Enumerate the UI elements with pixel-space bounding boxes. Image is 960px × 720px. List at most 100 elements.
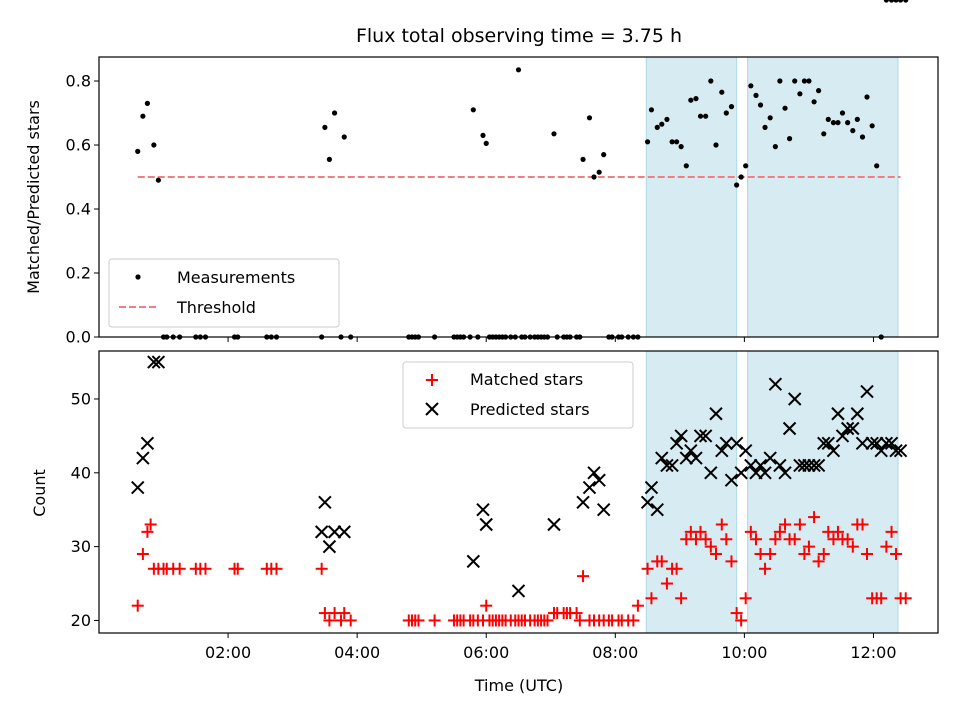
predicted-marker-b bbox=[674, 429, 688, 443]
predicted-star-marker bbox=[831, 407, 845, 421]
predicted-marker-b bbox=[660, 458, 674, 473]
predicted-marker-b bbox=[684, 443, 698, 458]
measurement-point bbox=[591, 174, 597, 180]
matched-star-marker bbox=[802, 540, 815, 553]
matched-star-marker bbox=[315, 562, 328, 575]
measurement-point bbox=[648, 107, 655, 113]
predicted-star-marker bbox=[689, 451, 703, 465]
predicted-marker-b bbox=[874, 443, 888, 458]
predicted-marker-b bbox=[719, 436, 734, 450]
predicted-marker-b bbox=[131, 480, 145, 495]
predicted-marker-b bbox=[869, 436, 884, 450]
measurement-point bbox=[797, 91, 803, 97]
predicted-marker-b bbox=[689, 451, 703, 465]
matched-star-marker bbox=[846, 540, 859, 553]
measurement-point bbox=[580, 156, 586, 162]
measurement-point bbox=[664, 116, 670, 122]
matched-star-marker bbox=[577, 570, 590, 583]
measurement-point bbox=[772, 144, 778, 150]
matched-star-marker bbox=[670, 562, 683, 575]
predicted-star-marker bbox=[466, 554, 481, 569]
predicted-marker-b bbox=[479, 517, 493, 532]
predicted-marker-b bbox=[582, 480, 597, 495]
measurement-point bbox=[155, 177, 161, 183]
predicted-marker-b bbox=[704, 466, 718, 480]
predicted-marker-b bbox=[698, 429, 713, 443]
bottom-plot-frame bbox=[98, 350, 939, 634]
matched-star-marker bbox=[715, 518, 728, 531]
measurement-point bbox=[782, 105, 788, 111]
matched-star-marker bbox=[808, 511, 821, 524]
matched-star-marker bbox=[831, 525, 844, 538]
top-shaded-interval bbox=[747, 56, 899, 338]
measurement-point bbox=[341, 134, 347, 140]
measurement-point bbox=[757, 102, 764, 108]
matched-star-marker bbox=[704, 540, 717, 553]
measurement-point bbox=[888, 0, 895, 3]
predicted-marker-b bbox=[889, 443, 903, 458]
measurement-point bbox=[864, 94, 870, 100]
measurement-point bbox=[821, 131, 827, 137]
matched-star-marker bbox=[817, 548, 830, 561]
predicted-star-marker bbox=[322, 539, 337, 554]
predicted-marker-b bbox=[596, 503, 611, 517]
predicted-marker-b bbox=[592, 473, 606, 487]
measurement-point bbox=[743, 163, 749, 169]
legend-predicted-marker bbox=[425, 402, 439, 416]
predicted-marker-b bbox=[778, 466, 792, 480]
predicted-star-marker bbox=[802, 458, 816, 473]
predicted-star-marker bbox=[763, 451, 777, 465]
matched-star-marker bbox=[759, 562, 772, 575]
predicted-marker-b bbox=[840, 421, 855, 436]
measurement-point bbox=[897, 0, 904, 3]
predicted-star-marker bbox=[860, 384, 874, 399]
predicted-marker-b bbox=[140, 436, 155, 450]
predicted-star-marker bbox=[131, 480, 145, 495]
matched-star-marker bbox=[131, 599, 144, 612]
matched-star-marker bbox=[779, 518, 792, 531]
measurement-point bbox=[322, 124, 328, 130]
bottom-y-tick-label: 30 bbox=[71, 537, 91, 556]
measurement-point bbox=[806, 78, 812, 84]
predicted-star-marker bbox=[879, 436, 894, 450]
top-legend: Measurements Threshold bbox=[108, 258, 340, 328]
measurement-point bbox=[669, 139, 675, 145]
predicted-star-marker bbox=[729, 436, 744, 450]
bottom-y-axis-label: Count bbox=[30, 469, 49, 517]
predicted-star-marker bbox=[698, 429, 713, 443]
predicted-marker-b bbox=[318, 495, 332, 510]
measurement-point bbox=[688, 97, 694, 103]
measurement-point bbox=[883, 0, 889, 3]
predicted-marker-b bbox=[744, 458, 758, 473]
predicted-star-marker bbox=[738, 443, 753, 458]
measurement-point bbox=[738, 174, 744, 180]
legend-matched-marker bbox=[426, 374, 438, 386]
measurement-point bbox=[135, 148, 141, 154]
matched-star-marker bbox=[739, 592, 752, 605]
measurement-point bbox=[601, 152, 607, 158]
measurement-point bbox=[816, 88, 822, 94]
predicted-star-marker bbox=[660, 458, 674, 473]
predicted-star-marker bbox=[314, 525, 329, 539]
predicted-star-markers bbox=[131, 355, 908, 598]
predicted-marker-b bbox=[773, 458, 787, 473]
matched-star-marker bbox=[875, 592, 888, 605]
predicted-marker-b bbox=[797, 458, 812, 473]
predicted-marker-b bbox=[709, 407, 723, 421]
matched-star-marker bbox=[856, 518, 869, 531]
matched-star-marker bbox=[744, 525, 757, 538]
predicted-marker-b bbox=[511, 584, 526, 598]
top-plot-frame bbox=[98, 56, 939, 338]
measurement-point bbox=[719, 89, 725, 95]
predicted-marker-b bbox=[147, 355, 161, 369]
x-tick-label: 04:00 bbox=[334, 643, 380, 662]
measurement-point bbox=[903, 0, 909, 3]
predicted-star-marker bbox=[893, 443, 908, 458]
measurement-point bbox=[480, 132, 486, 138]
predicted-marker-b bbox=[314, 525, 329, 539]
measurement-point bbox=[859, 134, 866, 140]
predicted-star-marker bbox=[797, 458, 812, 473]
predicted-star-marker bbox=[669, 436, 684, 450]
bottom-x-axis: 02:00 04:00 06:00 08:00 10:00 12:00 bbox=[205, 633, 897, 662]
x-tick-label: 02:00 bbox=[205, 643, 251, 662]
